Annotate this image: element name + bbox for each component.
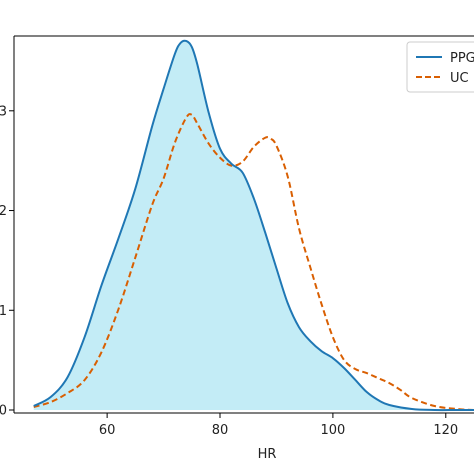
x-tick-label: 60 — [99, 423, 116, 438]
x-axis-label: HR — [258, 447, 277, 462]
y-tick-label: 0 — [0, 404, 7, 419]
x-tick-label: 100 — [320, 423, 345, 438]
legend-box — [406, 41, 474, 93]
series-ppg-line — [33, 39, 474, 412]
y-tick-label: 2 — [0, 204, 7, 219]
x-tick-label: 80 — [212, 423, 229, 438]
legend: PPG UC — [406, 41, 474, 93]
y-tick-label: 1 — [0, 304, 7, 319]
ticks: 60 80 100 120 0 1 2 3 — [0, 104, 458, 438]
plot-area — [33, 39, 474, 412]
legend-uc-label: UC — [450, 71, 469, 86]
y-tick-label: 3 — [0, 104, 7, 119]
series-ppg-fill — [33, 40, 474, 411]
legend-ppg-label: PPG — [450, 51, 474, 66]
axes — [13, 35, 474, 414]
x-tick-label: 120 — [433, 423, 458, 438]
